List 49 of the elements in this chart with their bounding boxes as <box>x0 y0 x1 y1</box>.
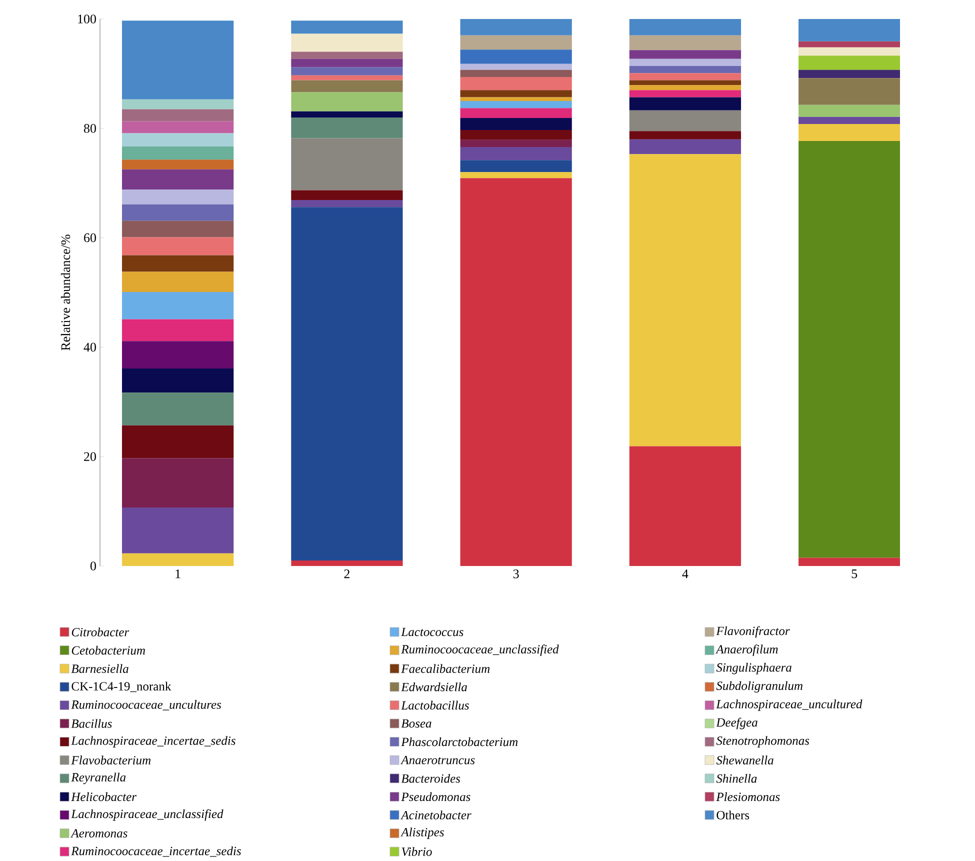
legend-label: Edwardsiella <box>401 682 467 692</box>
y-tick-label: 0 <box>90 562 96 570</box>
legend-label: Faecalibacterium <box>401 664 490 673</box>
legend-label: Helicobacter <box>71 792 136 802</box>
legend-label: Deefgea <box>716 718 758 730</box>
y-tick-label: 80 <box>84 124 96 133</box>
legend-label: Flavonifractor <box>716 626 790 638</box>
legend-label: Lachnospiraceae_uncultured <box>716 700 862 711</box>
legend-label: Reyranella <box>71 772 126 784</box>
legend-label: Subdoligranulum <box>716 681 802 693</box>
legend-label: Cetobacterium <box>72 646 145 655</box>
y-tick-label: 100 <box>78 14 96 24</box>
legend-label: Bacillus <box>71 719 112 728</box>
legend-label: Vibrio <box>402 847 432 856</box>
legend-label: Citrobacter <box>72 628 130 636</box>
legend-label: Plesiomonas <box>716 792 780 802</box>
legend-label: Ruminocoocaceae_unclassified <box>401 644 559 656</box>
legend-label: Bacteroides <box>401 774 460 783</box>
legend-label: Lactobacillus <box>401 700 469 710</box>
legend-label: Acinetobacter <box>400 810 472 820</box>
y-tick-label: 40 <box>84 342 96 352</box>
legend-label: Shinella <box>716 774 757 783</box>
legend-label: Lactococcus <box>401 628 464 636</box>
legend-label: CK-1C4-19_norank <box>72 682 172 692</box>
legend-label: Anaerotruncus <box>400 756 475 764</box>
x-tick-label: 3 <box>513 570 519 578</box>
legend-label: Phascolarctobacterium <box>401 737 518 746</box>
legend-label: Singulisphaera <box>716 662 792 674</box>
y-axis-title: Relative abundance/% <box>60 234 70 350</box>
x-tick-label: 4 <box>682 570 688 578</box>
legend-label: Ruminocoocaceae_incertae_sedis <box>71 846 241 857</box>
legend-label: Anaerofilum <box>716 644 778 656</box>
legend-label: Lachnospiraceae_incertae_sedis <box>71 736 236 748</box>
x-tick-label: 2 <box>344 570 350 578</box>
legend-label: Shewanella <box>716 756 774 764</box>
legend-label: Ruminocoocaceae_uncultures <box>71 700 222 710</box>
legend-label: Others <box>716 810 750 820</box>
x-tick-label: 5 <box>852 570 858 578</box>
legend-label: Barnesiella <box>71 664 128 673</box>
legend-label: Bosea <box>401 719 432 728</box>
legend-label: Aeromonas <box>70 829 128 838</box>
legend-label: Alistipes <box>400 828 444 839</box>
legend-label: Flavobacterium <box>71 756 151 764</box>
legend-label: Pseudomonas <box>401 792 470 802</box>
legend-label: Lachnospiraceae_unclassified <box>71 809 224 821</box>
x-tick-label: 1 <box>176 570 180 578</box>
y-tick-label: 60 <box>84 233 96 242</box>
y-tick-label: 20 <box>84 452 96 461</box>
legend-label: Stenotrophomonas <box>716 736 810 748</box>
